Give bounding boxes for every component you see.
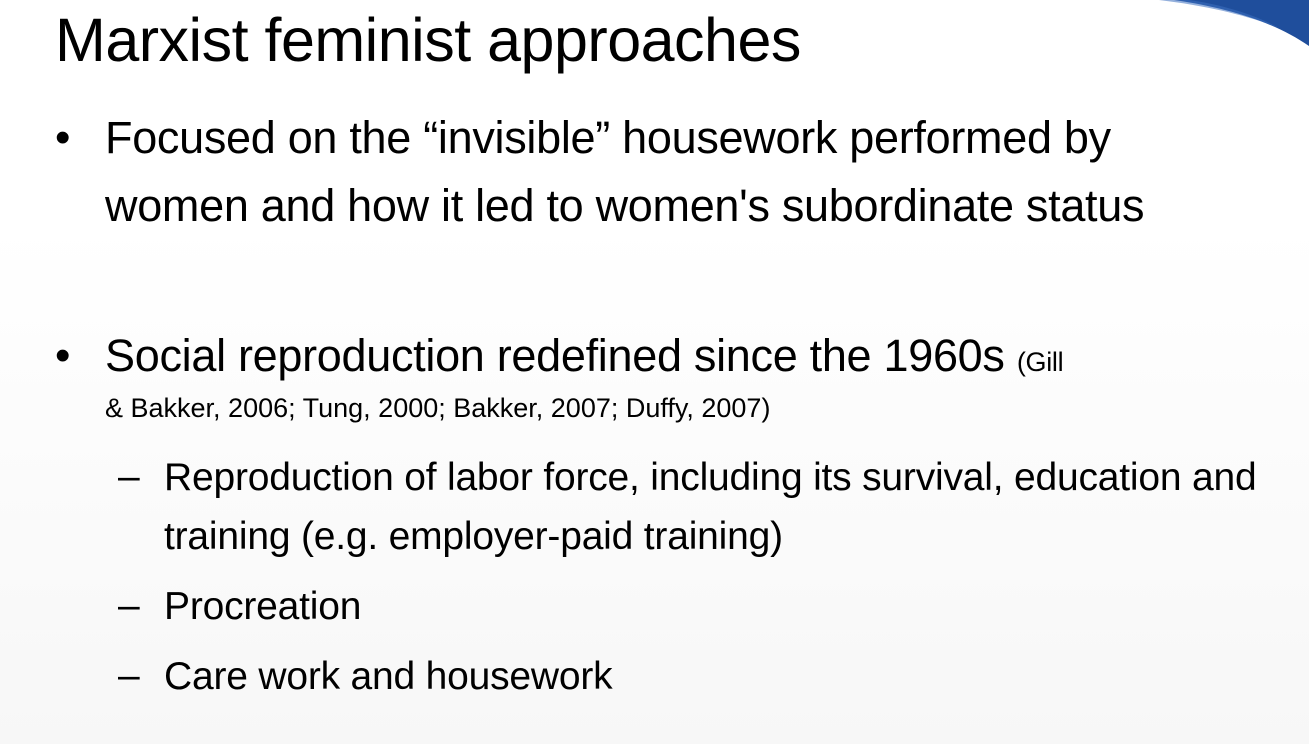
dash-marker: – [118,584,140,627]
bullet-text: Social reproduction redefined since the … [105,330,1017,381]
dash-marker: – [118,654,140,697]
bullet-text-line: Social reproduction redefined since the … [105,322,1255,396]
sub-bullet-text: Care work and housework [164,655,613,698]
dash-marker: – [118,455,140,498]
slide-title: Marxist feminist approaches [55,6,801,74]
bullet-marker: • [55,113,71,162]
bullet-text: Focused on the “invisible” housework per… [105,112,1145,231]
citation-start: (Gill [1016,347,1064,377]
corner-swoosh-decoration [1159,0,1309,46]
sub-bullet-text: Procreation [164,585,362,628]
bullet-marker: • [55,331,71,380]
sub-bullet-text: Reproduction of labor force, including i… [164,456,1257,558]
citation-continued: & Bakker, 2006; Tung, 2000; Bakker, 2007… [105,393,771,423]
